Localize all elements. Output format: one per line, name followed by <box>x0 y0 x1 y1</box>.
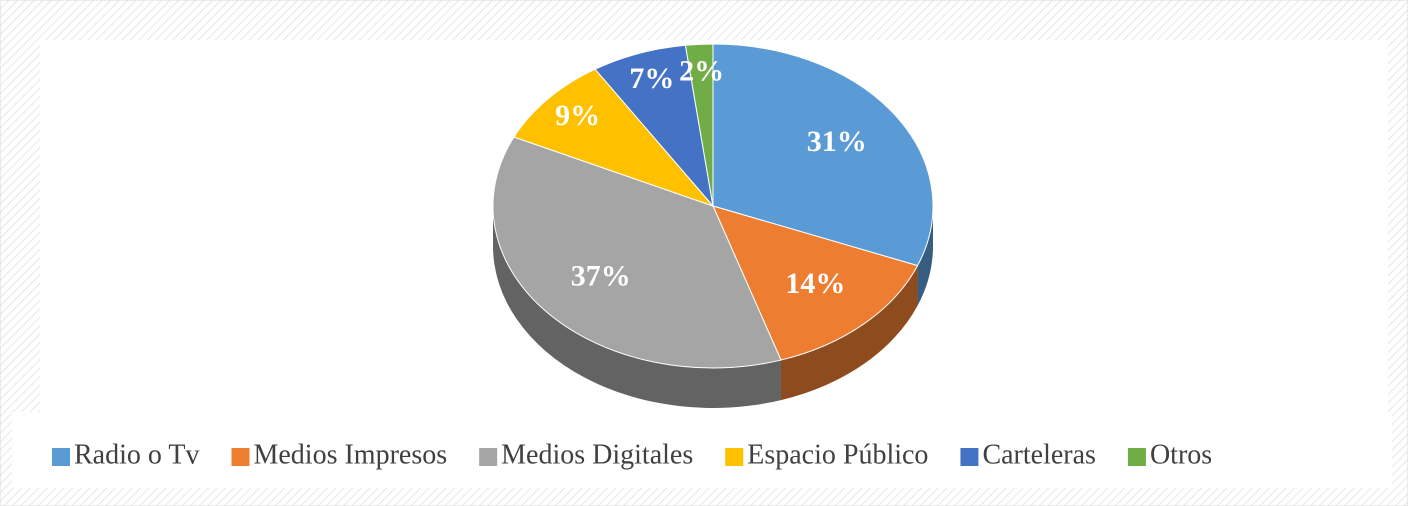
legend-swatch <box>231 448 250 466</box>
pie-side <box>917 206 933 306</box>
pie-side <box>493 206 781 408</box>
legend-swatch <box>1127 448 1146 466</box>
legend-label: Medios Impresos <box>253 439 447 470</box>
pie-slice <box>684 43 714 207</box>
legend-label: Radio o Tv <box>74 439 199 470</box>
pie: 31% 14% 37% 9% 7% 2% <box>492 43 934 408</box>
pie-slice <box>492 136 782 369</box>
legend-swatch <box>479 448 498 466</box>
legend-swatch <box>725 448 744 466</box>
data-label: 37% <box>571 260 631 293</box>
legend-label: Medios Digitales <box>501 439 693 470</box>
data-label: 9% <box>555 99 600 132</box>
data-label: 14% <box>785 267 845 300</box>
legend-label: Otros <box>1150 439 1212 470</box>
data-label: 31% <box>807 125 867 158</box>
data-label: 7% <box>629 62 674 95</box>
legend: Radio o Tv Medios Impresos Medios Digitale… <box>52 439 1212 470</box>
legend-label: Espacio Público <box>747 439 928 470</box>
pie-side <box>780 265 918 401</box>
data-label: 2% <box>679 54 724 87</box>
legend-label: Carteleras <box>982 439 1096 470</box>
legend-swatch <box>52 448 70 466</box>
pie-slice <box>513 68 715 208</box>
legend-swatch <box>960 448 979 466</box>
pie-slice <box>712 43 934 267</box>
